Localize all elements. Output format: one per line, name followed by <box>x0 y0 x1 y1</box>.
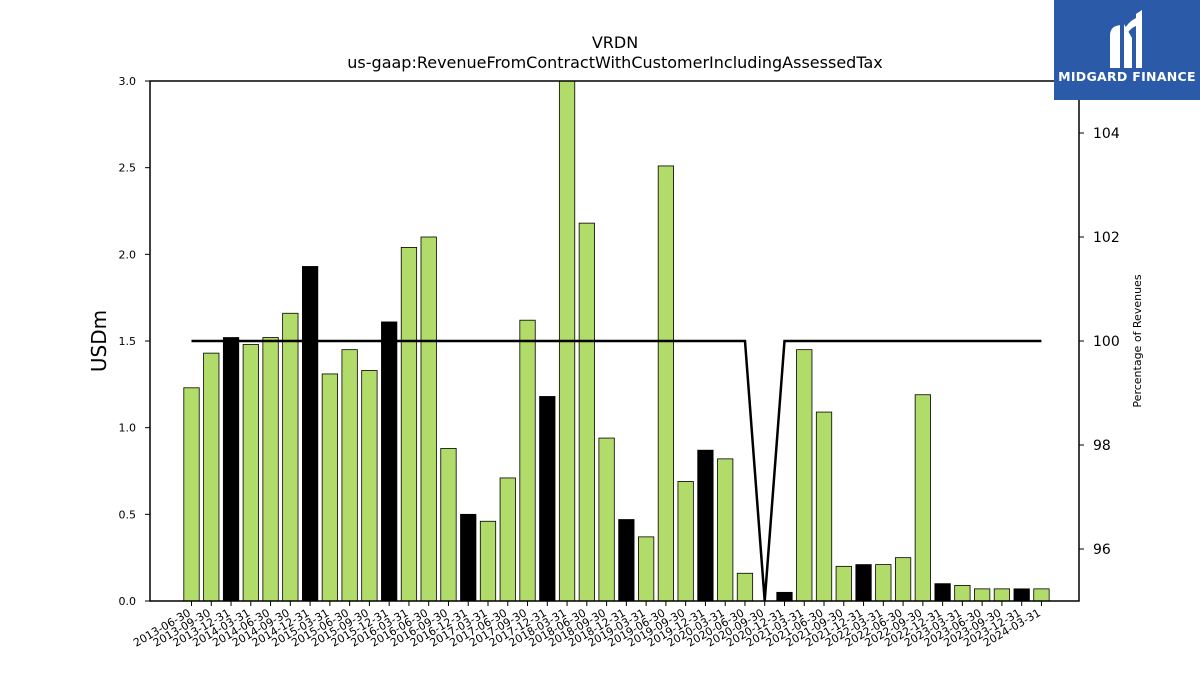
y-tick-label: 1.5 <box>119 335 137 348</box>
bar <box>717 458 734 602</box>
y2-tick-label: 100 <box>1093 334 1120 350</box>
y2-tick-label: 102 <box>1093 230 1120 246</box>
chart-subtitle: us-gaap:RevenueFromContractWithCustomerI… <box>347 53 883 72</box>
y-tick-label: 0.0 <box>119 595 137 608</box>
bar <box>638 536 655 602</box>
bar <box>282 312 299 602</box>
midgard-finance-logo: MIDGARD FINANCE <box>1054 0 1200 100</box>
logo-mark-icon <box>1110 10 1142 68</box>
bar <box>420 236 437 602</box>
bar <box>1033 588 1050 602</box>
bar <box>222 337 240 602</box>
bar <box>301 266 319 602</box>
bar <box>400 246 418 602</box>
bar <box>914 394 931 602</box>
bar <box>934 583 951 602</box>
bar <box>460 513 477 602</box>
bar <box>361 370 378 602</box>
y-tick-label: 0.5 <box>119 508 137 521</box>
bar <box>183 387 200 602</box>
bar <box>677 480 694 602</box>
y-axis-label: USDm <box>87 310 111 372</box>
bar <box>479 520 497 602</box>
bar <box>499 477 516 602</box>
bar <box>815 411 833 602</box>
bar <box>539 396 556 602</box>
bar <box>974 588 991 602</box>
bar <box>578 222 595 602</box>
bar <box>440 448 457 602</box>
bar <box>341 349 358 602</box>
bar <box>657 165 675 602</box>
bar <box>242 344 259 602</box>
y2-axis-label: Percentage of Revenues <box>1131 274 1144 407</box>
bar <box>796 349 813 602</box>
y2-tick-label: 98 <box>1093 438 1111 454</box>
y2-tick-label: 96 <box>1093 542 1111 558</box>
y-tick-label: 1.0 <box>119 422 137 435</box>
bar <box>598 437 615 602</box>
bar <box>894 557 912 602</box>
bar <box>776 591 793 602</box>
bar <box>993 588 1011 602</box>
bar <box>1013 588 1030 602</box>
bar <box>875 564 892 602</box>
bar <box>262 337 279 602</box>
y-tick-label: 2.5 <box>119 162 137 175</box>
y-tick-label: 2.0 <box>119 248 137 261</box>
bar <box>697 449 714 602</box>
chart-title: VRDN <box>591 33 639 52</box>
y2-tick-label: 104 <box>1093 126 1120 142</box>
bar <box>203 352 220 602</box>
bar <box>736 572 754 602</box>
percent-series-line <box>191 339 1042 602</box>
bar <box>321 373 338 602</box>
bar <box>954 585 971 602</box>
bar <box>381 321 398 602</box>
bar <box>855 564 872 602</box>
logo-text: MIDGARD FINANCE <box>1058 69 1196 84</box>
bar <box>835 565 852 602</box>
bar <box>519 319 536 602</box>
bar <box>618 519 635 602</box>
y-tick-label: 3.0 <box>119 75 137 88</box>
